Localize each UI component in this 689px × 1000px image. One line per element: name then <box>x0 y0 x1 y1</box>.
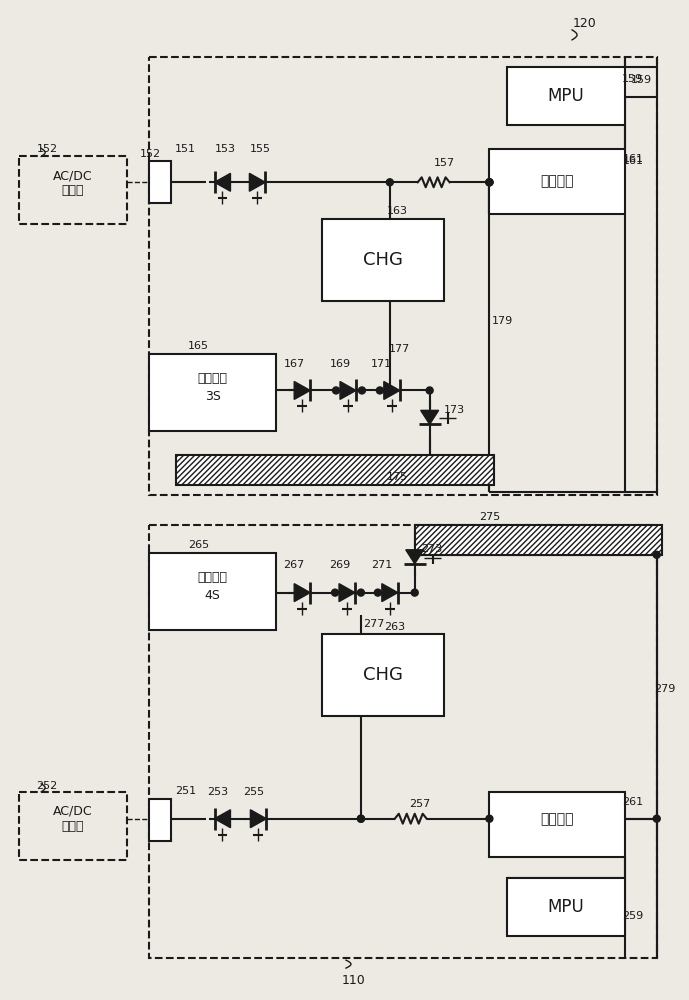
Text: 161: 161 <box>622 156 644 166</box>
Bar <box>149 553 276 630</box>
Text: 151: 151 <box>175 144 196 154</box>
Circle shape <box>426 387 433 394</box>
Circle shape <box>486 179 493 186</box>
Circle shape <box>411 551 418 558</box>
Text: 120: 120 <box>573 17 597 30</box>
Text: 271: 271 <box>371 560 393 570</box>
Text: CHG: CHG <box>363 251 403 269</box>
Circle shape <box>486 179 493 186</box>
Text: 152: 152 <box>141 149 161 159</box>
Text: 171: 171 <box>371 359 393 369</box>
Text: 259: 259 <box>622 911 644 921</box>
Polygon shape <box>214 173 230 191</box>
Circle shape <box>411 589 418 596</box>
Polygon shape <box>406 550 424 564</box>
Text: 电池单元: 电池单元 <box>198 372 227 385</box>
Circle shape <box>387 179 393 186</box>
Circle shape <box>358 387 365 394</box>
Text: 157: 157 <box>434 158 455 168</box>
Polygon shape <box>214 810 230 828</box>
Text: 167: 167 <box>284 359 305 369</box>
Bar <box>322 219 444 301</box>
Text: 267: 267 <box>284 560 305 570</box>
Bar <box>19 156 127 224</box>
Circle shape <box>331 589 338 596</box>
Text: 265: 265 <box>188 540 209 550</box>
Text: 269: 269 <box>329 560 351 570</box>
Bar <box>149 799 171 841</box>
Text: 4S: 4S <box>205 589 220 602</box>
Text: 251: 251 <box>175 786 196 796</box>
Text: CHG: CHG <box>363 666 403 684</box>
Circle shape <box>376 387 383 394</box>
Polygon shape <box>382 584 398 602</box>
Bar <box>149 57 657 495</box>
Text: 279: 279 <box>654 684 675 694</box>
Bar <box>149 161 171 203</box>
Circle shape <box>486 815 493 822</box>
Text: 263: 263 <box>384 622 405 632</box>
Polygon shape <box>384 381 400 399</box>
Text: 159: 159 <box>631 75 652 85</box>
Text: 165: 165 <box>188 341 209 351</box>
Polygon shape <box>294 381 310 399</box>
Polygon shape <box>249 173 265 191</box>
Circle shape <box>299 589 306 596</box>
Polygon shape <box>250 810 267 828</box>
Text: 277: 277 <box>363 619 384 629</box>
Text: 169: 169 <box>329 359 351 369</box>
Circle shape <box>486 179 493 186</box>
Text: 155: 155 <box>250 144 271 154</box>
Polygon shape <box>421 410 439 424</box>
Polygon shape <box>340 381 356 399</box>
Text: 255: 255 <box>243 787 264 797</box>
Bar <box>322 634 444 716</box>
Polygon shape <box>339 584 355 602</box>
Text: 163: 163 <box>387 206 409 216</box>
Circle shape <box>333 387 340 394</box>
Bar <box>415 525 661 555</box>
Text: 177: 177 <box>389 344 411 354</box>
Text: 179: 179 <box>492 316 513 326</box>
Text: 系统设备: 系统设备 <box>540 812 574 826</box>
Circle shape <box>299 387 306 394</box>
Text: 175: 175 <box>387 472 409 482</box>
Text: 253: 253 <box>207 787 228 797</box>
Polygon shape <box>294 584 310 602</box>
Bar <box>19 792 127 860</box>
Circle shape <box>653 551 660 558</box>
Text: 252: 252 <box>37 781 58 791</box>
Circle shape <box>358 815 364 822</box>
Bar <box>507 67 625 125</box>
Text: AC/DC
适配器: AC/DC 适配器 <box>53 169 93 197</box>
Bar <box>176 455 495 485</box>
Text: 系统设备: 系统设备 <box>540 174 574 188</box>
Text: 161: 161 <box>622 154 644 164</box>
Circle shape <box>374 589 381 596</box>
Circle shape <box>653 815 660 822</box>
Text: MPU: MPU <box>548 898 584 916</box>
Bar <box>149 354 276 431</box>
Text: 273: 273 <box>421 544 442 554</box>
Text: 275: 275 <box>479 512 500 522</box>
Bar <box>507 878 625 936</box>
Circle shape <box>358 815 364 822</box>
Bar <box>489 149 625 214</box>
Text: 261: 261 <box>622 797 644 807</box>
Text: 173: 173 <box>444 405 465 415</box>
Text: 153: 153 <box>215 144 236 154</box>
Text: 152: 152 <box>37 144 58 154</box>
Text: 110: 110 <box>342 974 366 987</box>
Text: 159: 159 <box>622 74 644 84</box>
Circle shape <box>358 589 364 596</box>
Text: 3S: 3S <box>205 390 220 403</box>
Text: MPU: MPU <box>548 87 584 105</box>
Text: AC/DC
适配器: AC/DC 适配器 <box>53 805 93 833</box>
Text: 电池单元: 电池单元 <box>198 571 227 584</box>
Text: 257: 257 <box>409 799 431 809</box>
Bar <box>149 525 657 958</box>
Bar <box>489 792 625 857</box>
